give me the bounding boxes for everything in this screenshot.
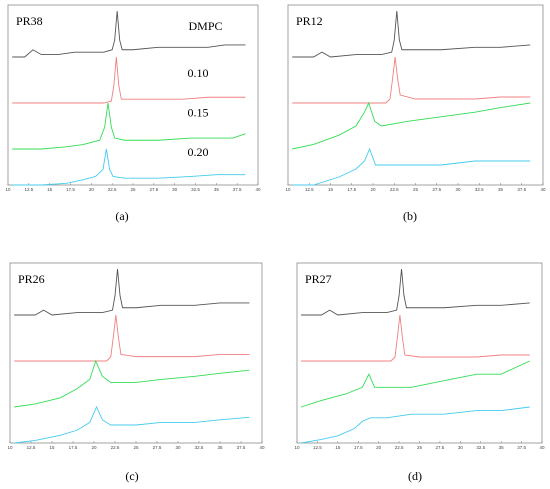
series-line-3: [300, 360, 530, 408]
series-line-3: [14, 359, 250, 408]
series-line-1: [12, 10, 246, 58]
x-tick-label: 32.5: [195, 445, 204, 450]
x-tick-label: 15: [49, 445, 55, 450]
chart-svg-a: PR38 10 12.5 15 17.5 20 22.5 25 27.5 30 32.5 35 37.5…: [5, 4, 261, 192]
series-line-3: [292, 101, 531, 150]
x-tick-label: 30: [455, 187, 461, 192]
x-tick-label: 22.5: [108, 187, 117, 192]
x-tick-label: 32.5: [476, 445, 485, 450]
x-tick-label: 37.5: [517, 445, 526, 450]
chart-panel-d: PR27 10 12.5 15 17.5 20 22.5 25 27.5 30 32.5 35 37.5…: [294, 262, 545, 453]
series-line-3: [12, 102, 246, 150]
x-tick-label: 25: [413, 187, 419, 192]
x-tick-label: 37.5: [233, 187, 242, 192]
panel-label-b: (b): [403, 209, 417, 223]
x-tick-label: 10: [7, 445, 13, 450]
x-tick-label: 20: [89, 187, 95, 192]
x-tick-label: 40: [539, 445, 545, 450]
x-tick-label: 37.5: [237, 445, 246, 450]
x-tick-label: 17.5: [69, 445, 78, 450]
x-tick-label: 20: [370, 187, 376, 192]
x-tick-label: 15: [47, 187, 53, 192]
chart-panel-b: PR12 10 12.5 15 17.5 20 22.5 25 27.5 30 32.5 35 37.5…: [285, 4, 546, 195]
series-line-4: [292, 147, 531, 186]
panel-title: PR27: [305, 272, 332, 286]
panel-title: PR38: [16, 14, 43, 28]
series-label: 0.10: [188, 66, 209, 80]
series-line-2: [301, 314, 530, 362]
x-tick-label: 27.5: [153, 445, 162, 450]
x-tick-label: 30: [458, 445, 464, 450]
chart-svg-c: PR26 10 12.5 15 17.5 20 22.5 25 27.5 30 32.5 35 37.5…: [7, 262, 265, 450]
x-tick-label: 12.5: [27, 445, 36, 450]
chart-svg-b: PR12 10 12.5 15 17.5 20 22.5 25 27.5 30 32.5 35 37.5…: [285, 4, 546, 192]
x-tick-label: 30: [175, 445, 181, 450]
series-line-4: [301, 406, 530, 444]
x-tick-label: 17.5: [347, 187, 356, 192]
x-tick-label: 30: [172, 187, 178, 192]
x-tick-label: 22.5: [390, 187, 399, 192]
x-tick-label: 17.5: [354, 445, 363, 450]
x-tick-label: 10: [5, 187, 11, 192]
x-tick-label: 27.5: [436, 445, 445, 450]
x-tick-label: 15: [328, 187, 334, 192]
plot-frame: [287, 4, 544, 186]
series-label: 0.20: [188, 145, 209, 159]
x-tick-label: 40: [255, 187, 261, 192]
series-line-2: [12, 56, 246, 104]
x-tick-label: 25: [417, 445, 423, 450]
x-tick-label: 37.5: [517, 187, 526, 192]
x-tick-label: 12.5: [305, 187, 314, 192]
x-tick-label: 17.5: [66, 187, 75, 192]
series-line-4: [14, 405, 250, 444]
x-tick-label: 27.5: [149, 187, 158, 192]
series-line-1: [301, 268, 530, 316]
panel-label-a: (a): [115, 209, 129, 223]
x-tick-label: 27.5: [432, 187, 441, 192]
series-line-1: [292, 10, 531, 58]
x-tick-label: 15: [335, 445, 341, 450]
plot-frame: [296, 262, 543, 444]
x-tick-label: 32.5: [475, 187, 484, 192]
series-line-1: [14, 268, 250, 316]
x-tick-label: 20: [91, 445, 97, 450]
x-tick-label: 25: [133, 445, 139, 450]
chart-panel-c: PR26 10 12.5 15 17.5 20 22.5 25 27.5 30 32.5 35 37.5…: [7, 262, 265, 453]
series-line-2: [14, 314, 250, 362]
plot-frame: [9, 262, 263, 444]
x-tick-label: 35: [499, 445, 505, 450]
x-tick-label: 10: [285, 187, 291, 192]
x-tick-label: 35: [214, 187, 220, 192]
chart-svg-d: PR27 10 12.5 15 17.5 20 22.5 25 27.5 30 32.5 35 37.5…: [294, 262, 545, 450]
x-tick-label: 20: [376, 445, 382, 450]
x-tick-label: 12.5: [24, 187, 33, 192]
series-line-2: [292, 56, 531, 104]
series-label: 0.15: [188, 106, 209, 120]
x-tick-label: 22.5: [395, 445, 404, 450]
x-tick-label: 35: [498, 187, 504, 192]
x-tick-label: 10: [294, 445, 300, 450]
x-tick-label: 35: [217, 445, 223, 450]
x-tick-label: 12.5: [313, 445, 322, 450]
series-label: DMPC: [188, 19, 222, 33]
panel-label-d: (d): [408, 469, 422, 483]
x-tick-label: 25: [130, 187, 136, 192]
panel-title: PR12: [296, 14, 323, 28]
x-tick-label: 40: [259, 445, 265, 450]
panel-label-c: (c): [125, 469, 139, 483]
x-tick-label: 40: [540, 187, 546, 192]
panel-title: PR26: [18, 272, 45, 286]
x-tick-label: 32.5: [191, 187, 200, 192]
series-line-4: [12, 148, 246, 186]
x-tick-label: 22.5: [111, 445, 120, 450]
chart-panel-a: PR38 10 12.5 15 17.5 20 22.5 25 27.5 30 32.5 35 37.5…: [5, 4, 261, 195]
